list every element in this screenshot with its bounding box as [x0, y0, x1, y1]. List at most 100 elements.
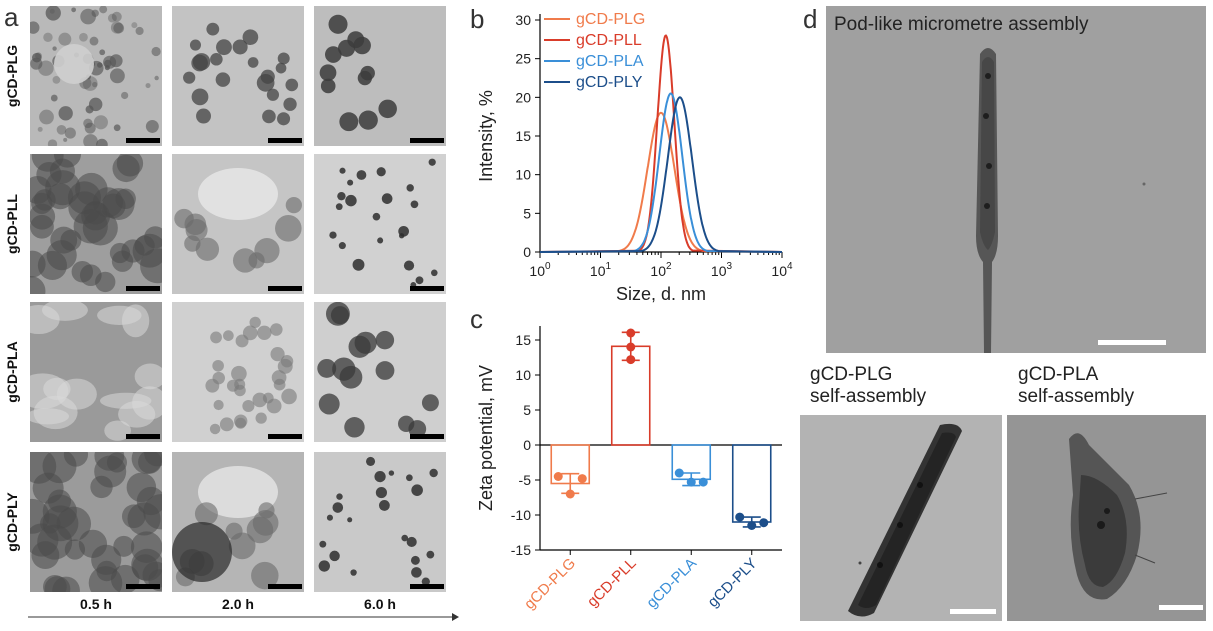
c-category-label-1: gCD-PLL: [584, 555, 640, 611]
c-point-3-2: [759, 518, 769, 528]
c-point-1-1: [626, 342, 636, 352]
pod-assembly-image: Pod-like micrometre assembly: [826, 6, 1206, 353]
panel-d-letter: d: [803, 4, 818, 34]
plg-label-line2: self-assembly: [810, 385, 927, 407]
c-ytick-label-3: 0: [523, 437, 531, 453]
c-ylabel: Zeta potential, mV: [476, 365, 496, 511]
tem-image-r2-c0: [30, 302, 162, 442]
tem-image-r3-c0: [30, 452, 162, 592]
c-point-0-2: [577, 474, 587, 484]
plg-label-line1: gCD-PLG: [810, 364, 893, 385]
tem-image-r3-c2: [314, 452, 446, 592]
b-xtick-label-1: 101: [590, 261, 612, 279]
b-xtick-label-2: 102: [650, 261, 672, 279]
plg-self-assembly-micrograph: [800, 415, 1002, 621]
scale-bar-r1-c2: [410, 286, 444, 291]
panel-a-letter: a: [4, 2, 19, 32]
b-legend-label-2: gCD-PLA: [576, 53, 644, 70]
c-ytick-label-1: -10: [511, 507, 531, 523]
c-ytick-label-0: -15: [511, 542, 531, 558]
scale-bar-r0-c1: [268, 138, 302, 143]
c-point-0-0: [553, 472, 563, 481]
scale-bar-r2-c0: [126, 434, 160, 439]
tem-image-r2-c2: [314, 302, 446, 442]
b-legend-label-0: gCD-PLG: [576, 11, 645, 28]
c-point-3-1: [747, 521, 757, 530]
row-label-2: gCD-PLA: [4, 341, 20, 403]
pla-scale-bar: [1159, 605, 1203, 610]
pla-label-line2: self-assembly: [1018, 385, 1135, 407]
b-ytick-label-2: 10: [515, 167, 531, 183]
c-bar-3: [731, 444, 772, 523]
b-xtick-label-0: 100: [529, 261, 551, 279]
c-category-label-2: gCD-PLA: [643, 555, 700, 612]
b-series-3: [539, 96, 783, 253]
tem-image-r0-c0: [30, 6, 162, 146]
time-label-1: 2.0 h: [222, 596, 254, 612]
tem-image-r3-c1: [172, 452, 304, 592]
time-axis-arrow: [28, 613, 459, 621]
pod-scale-bar: [1098, 340, 1166, 345]
c-point-3-0: [735, 512, 745, 522]
tem-image-r1-c1: [172, 154, 304, 294]
c-ytick-label-5: 10: [515, 367, 531, 383]
pla-self-assembly-label: gCD-PLA self-assembly: [1018, 364, 1134, 408]
pla-label-line1: gCD-PLA: [1018, 364, 1099, 385]
b-legend-label-1: gCD-PLL: [576, 32, 642, 49]
b-ytick-label-0: 0: [523, 244, 531, 260]
c-category-label-0: gCD-PLG: [521, 555, 579, 613]
b-ytick-label-5: 25: [515, 51, 531, 67]
c-ytick-label-6: 15: [515, 332, 531, 348]
plg-scale-bar: [950, 609, 996, 614]
b-series-0: [539, 111, 783, 253]
tem-image-r1-c0: [30, 154, 162, 294]
b-series-2: [539, 92, 783, 253]
tem-image-r2-c1: [172, 302, 304, 442]
panel-c-letter: c: [470, 304, 483, 334]
c-ytick-label-2: -5: [519, 472, 532, 488]
plg-self-assembly-label: gCD-PLG self-assembly: [810, 364, 926, 408]
scale-bar-r2-c1: [268, 434, 302, 439]
scale-bar-r3-c2: [410, 584, 444, 589]
b-ylabel: Intensity, %: [476, 90, 496, 182]
pod-assembly-label: Pod-like micrometre assembly: [834, 14, 1089, 35]
b-xlabel: Size, d. nm: [616, 284, 706, 304]
c-point-1-0: [626, 328, 636, 338]
time-label-2: 6.0 h: [364, 596, 396, 612]
c-ytick-label-4: 5: [523, 402, 531, 418]
scale-bar-r3-c0: [126, 584, 160, 589]
c-point-2-1: [686, 477, 696, 487]
c-point-1-2: [626, 355, 636, 365]
c-point-0-1: [565, 489, 575, 499]
c-point-2-0: [674, 468, 684, 478]
size-distribution-chart: 0 5 10 15 20 25 30 100 101 102 103 104 Size, d. nm In…: [476, 11, 793, 304]
b-xtick-label-4: 104: [771, 261, 793, 279]
pla-self-assembly-image: [1007, 415, 1206, 621]
b-legend-label-3: gCD-PLY: [576, 74, 643, 91]
scale-bar-r2-c2: [410, 434, 444, 439]
scale-bar-r3-c1: [268, 584, 302, 589]
tem-image-r0-c2: [314, 6, 446, 146]
tem-image-r1-c2: [314, 154, 446, 294]
c-point-2-2: [698, 477, 708, 487]
b-ytick-label-3: 15: [515, 128, 531, 144]
scale-bar-r0-c0: [126, 138, 160, 143]
b-ytick-label-1: 5: [523, 205, 531, 221]
c-category-label-3: gCD-PLY: [705, 555, 761, 611]
scale-bar-r0-c2: [410, 138, 444, 143]
time-label-0: 0.5 h: [80, 596, 112, 612]
scale-bar-r1-c1: [268, 286, 302, 291]
plg-self-assembly-image: [800, 415, 1002, 621]
row-label-0: gCD-PLG: [4, 44, 20, 108]
pla-self-assembly-micrograph: [1007, 415, 1206, 621]
row-label-1: gCD-PLL: [4, 194, 20, 254]
scale-bar-r1-c0: [126, 286, 160, 291]
pod-assembly-micrograph: [826, 6, 1206, 353]
b-xtick-label-3: 103: [711, 261, 733, 279]
row-label-3: gCD-PLY: [4, 492, 20, 552]
tem-image-r0-c1: [172, 6, 304, 146]
b-ytick-label-6: 30: [515, 12, 531, 28]
b-ytick-label-4: 20: [515, 89, 531, 105]
panel-b-letter: b: [470, 4, 485, 34]
